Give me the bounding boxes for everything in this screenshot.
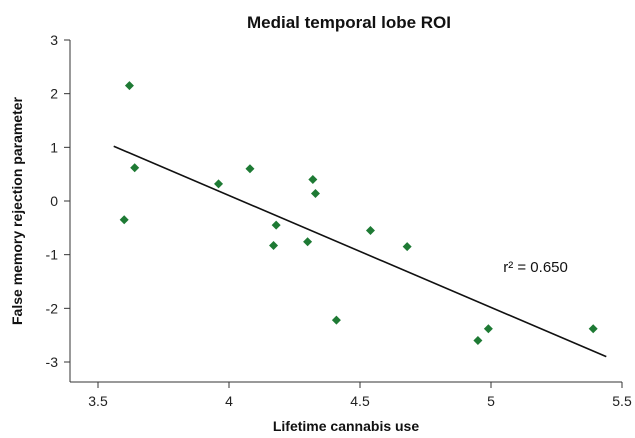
data-point (245, 164, 255, 174)
data-point (473, 336, 483, 346)
data-point (483, 324, 493, 334)
x-tick-label: 3.5 (88, 393, 108, 409)
data-point (269, 241, 279, 251)
y-tick-label: 2 (50, 86, 58, 102)
x-tick-label: 4.5 (350, 393, 370, 409)
x-ticks: 3.5 4 4.5 5 5.5 (88, 382, 632, 409)
data-point (588, 324, 598, 334)
y-tick-label: -1 (46, 247, 59, 263)
data-point (130, 163, 140, 173)
y-tick-label: 0 (50, 193, 58, 209)
y-tick-label: 1 (50, 139, 58, 155)
data-point (310, 188, 320, 198)
x-tick-label: 5.5 (612, 393, 632, 409)
data-point (124, 81, 134, 91)
data-point (308, 175, 318, 185)
r-squared-annotation: r² = 0.650 (503, 259, 568, 276)
data-point (331, 315, 341, 325)
data-point (271, 220, 281, 230)
axes (69, 40, 622, 383)
regression-line (113, 145, 607, 358)
y-tick-label: -2 (46, 300, 59, 316)
data-points (119, 81, 598, 346)
data-point (303, 237, 313, 247)
data-point (214, 179, 224, 189)
y-tick-label: 3 (50, 32, 58, 48)
y-tick-label: -3 (46, 354, 59, 370)
x-axis-label: Lifetime cannabis use (273, 418, 419, 434)
x-tick-label: 5 (487, 393, 495, 409)
x-tick-label: 4 (225, 393, 233, 409)
data-point (365, 226, 375, 236)
y-axis-label: False memory rejection parameter (9, 96, 25, 325)
data-point (119, 215, 129, 225)
y-ticks: 3 2 1 0 -1 -2 -3 (46, 32, 70, 370)
chart-title: Medial temporal lobe ROI (247, 13, 451, 32)
data-point (402, 242, 412, 252)
